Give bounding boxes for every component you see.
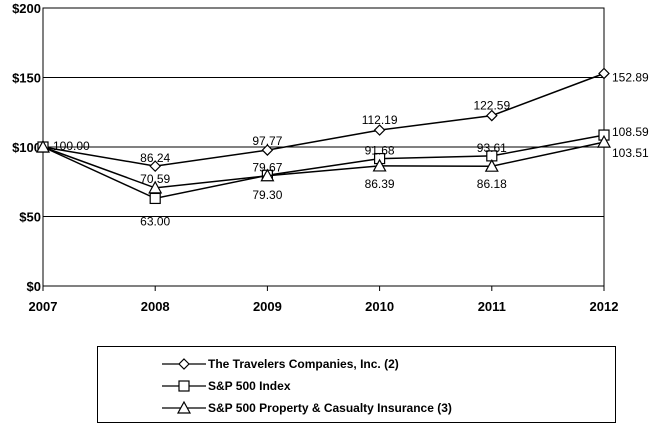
- diamond-marker-icon: [162, 358, 206, 370]
- legend-item-sp500: S&P 500 Index: [98, 377, 615, 397]
- data-label: 70.59: [140, 172, 170, 186]
- legend-label-sp500: S&P 500 Index: [208, 379, 291, 393]
- data-label: 63.00: [140, 214, 170, 228]
- y-tick-label: $0: [27, 279, 41, 294]
- data-point-triangle: [484, 158, 499, 172]
- y-tick-label: $200: [12, 1, 41, 16]
- series-line: [42, 72, 605, 167]
- x-tick-label: 2009: [253, 299, 282, 314]
- data-point-triangle: [148, 180, 163, 194]
- data-point-diamond: [261, 144, 274, 156]
- data-label: 86.24: [140, 151, 170, 165]
- x-tick-label: 2011: [478, 299, 506, 314]
- data-point-triangle: [35, 139, 51, 153]
- data-label: 79.30: [252, 188, 282, 202]
- x-tick-label: 2008: [141, 299, 170, 314]
- data-label: 152.89: [612, 70, 649, 84]
- data-label: 93.61: [477, 141, 507, 155]
- data-label: 122.59: [473, 99, 510, 113]
- data-point-triangle: [260, 168, 275, 182]
- legend: The Travelers Companies, Inc. (2) S&P 50…: [97, 346, 616, 423]
- triangle-marker-icon: [162, 400, 206, 414]
- legend-item-travelers: The Travelers Companies, Inc. (2): [98, 355, 615, 375]
- data-label: 86.39: [365, 177, 395, 191]
- square-marker-icon: [162, 380, 206, 392]
- data-point-triangle: [596, 134, 612, 148]
- y-tick-label: $150: [12, 71, 41, 86]
- gridlines: [43, 77, 604, 217]
- data-label: 112.19: [362, 113, 398, 127]
- data-labels: 100.00 86.24 97.77 112.19 122.59 152.89 63.00 7…: [53, 70, 649, 228]
- y-tick-label: $100: [12, 140, 41, 155]
- axes: $0 $50 $100 $150 $200 2007 2008 2009 2010 2011 201…: [12, 1, 618, 314]
- x-tick-label: 2012: [590, 299, 619, 314]
- data-point-diamond: [485, 109, 498, 122]
- legend-label-pc-insurance: S&P 500 Property & Casualty Insurance (3…: [208, 401, 452, 415]
- data-label: 108.59: [612, 125, 649, 139]
- series-line: [42, 141, 605, 189]
- data-point-diamond: [149, 160, 162, 172]
- line-chart: $0 $50 $100 $150 $200 2007 2008 2009 2010 2011 201…: [12, 1, 649, 314]
- data-label: 97.77: [252, 134, 282, 148]
- data-label: 103.51: [612, 146, 649, 160]
- data-point-diamond: [598, 67, 610, 80]
- data-label: 86.18: [477, 177, 507, 191]
- x-tick-label: 2007: [29, 299, 58, 314]
- series-line: [42, 134, 605, 200]
- data-point-diamond: [373, 124, 386, 136]
- legend-item-pc-insurance: S&P 500 Property & Casualty Insurance (3…: [98, 399, 615, 419]
- data-label: 91.68: [365, 144, 395, 158]
- x-tick-label: 2010: [365, 299, 394, 314]
- data-label: 100.00: [53, 139, 90, 153]
- data-label: 79.67: [252, 160, 282, 174]
- data-point-triangle: [372, 158, 387, 172]
- legend-label-travelers: The Travelers Companies, Inc. (2): [208, 357, 399, 371]
- data-point-square: [149, 192, 161, 205]
- y-tick-label: $50: [19, 210, 41, 225]
- series-group: [35, 67, 612, 205]
